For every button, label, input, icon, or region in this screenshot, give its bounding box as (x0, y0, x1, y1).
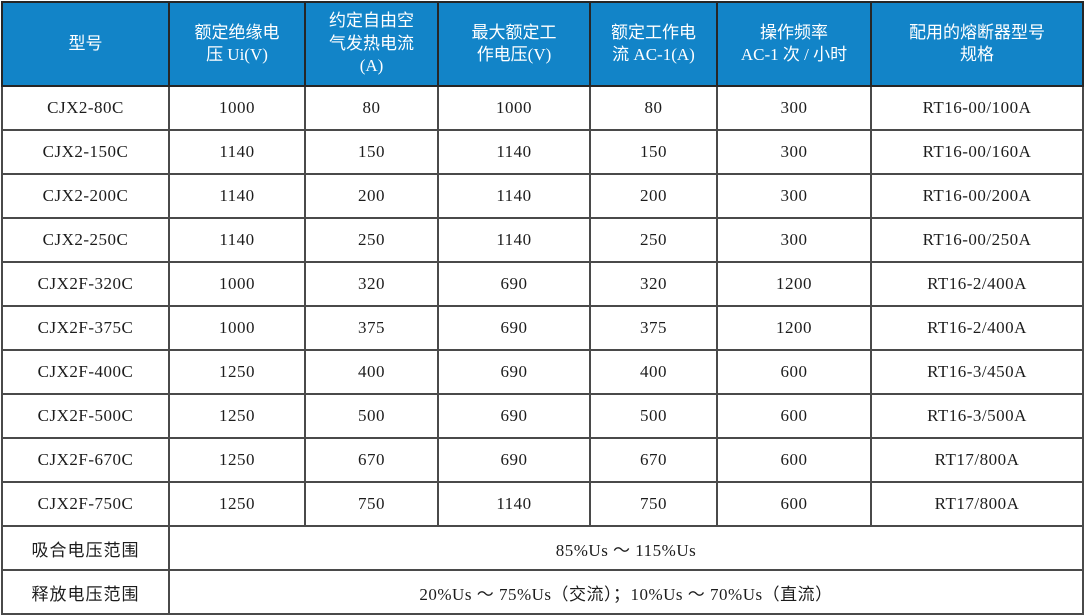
value-cell: 1140 (437, 129, 591, 175)
column-header-6: 配用的熔断器型号 规格 (870, 1, 1084, 87)
value-cell: 150 (589, 129, 718, 175)
table-row: CJX2F-670C 1250 670 690 670 600 RT17/800A (1, 437, 1084, 483)
model-cell: CJX2-150C (1, 129, 170, 175)
column-header-4: 额定工作电 流 AC-1(A) (589, 1, 718, 87)
model-cell: CJX2F-670C (1, 437, 170, 483)
table-row: CJX2F-400C 1250 400 690 400 600 RT16-3/450A (1, 349, 1084, 395)
model-cell: CJX2F-320C (1, 261, 170, 307)
value-cell: 500 (589, 393, 718, 439)
value-cell: 670 (304, 437, 439, 483)
value-cell: 80 (304, 85, 439, 131)
table-row: CJX2F-375C 1000 375 690 375 1200 RT16-2/400A (1, 305, 1084, 351)
value-cell: RT17/800A (870, 481, 1084, 527)
value-cell: 320 (589, 261, 718, 307)
value-cell: RT16-2/400A (870, 261, 1084, 307)
value-cell: 1000 (168, 261, 306, 307)
footer-row: 释放电压范围 20%Us ～ 75%Us（交流）；10%Us ～ 70%Us（直流… (1, 569, 1084, 615)
model-cell: CJX2F-500C (1, 393, 170, 439)
model-cell: CJX2-80C (1, 85, 170, 131)
column-header-3: 最大额定工 作电压(V) (437, 1, 591, 87)
value-cell: 1000 (168, 305, 306, 351)
value-cell: 1140 (168, 217, 306, 263)
header-row: 型号 额定绝缘电 压 Ui(V) 约定自由空 气发热电流 (A) 最大额定工 作电压(… (1, 1, 1084, 87)
value-cell: 150 (304, 129, 439, 175)
value-cell: 600 (716, 349, 872, 395)
value-cell: RT16-00/160A (870, 129, 1084, 175)
value-cell: 1140 (437, 173, 591, 219)
value-cell: 1140 (168, 129, 306, 175)
value-cell: 600 (716, 437, 872, 483)
value-cell: 1000 (168, 85, 306, 131)
value-cell: 750 (304, 481, 439, 527)
value-cell: 600 (716, 393, 872, 439)
table-row: CJX2-200C 1140 200 1140 200 300 RT16-00/200A (1, 173, 1084, 219)
model-cell: CJX2-250C (1, 217, 170, 263)
value-cell: 1250 (168, 437, 306, 483)
value-cell: 1250 (168, 349, 306, 395)
value-cell: 200 (589, 173, 718, 219)
value-cell: 300 (716, 173, 872, 219)
column-header-0: 型号 (1, 1, 170, 87)
value-cell: 400 (304, 349, 439, 395)
value-cell: 690 (437, 261, 591, 307)
value-cell: 300 (716, 85, 872, 131)
value-cell: 80 (589, 85, 718, 131)
value-cell: 1250 (168, 393, 306, 439)
model-cell: CJX2F-750C (1, 481, 170, 527)
merged-value-cell: 85%Us ～ 115%Us (168, 525, 1084, 571)
model-cell: CJX2-200C (1, 173, 170, 219)
value-cell: 690 (437, 393, 591, 439)
value-cell: 1140 (437, 481, 591, 527)
value-cell: 600 (716, 481, 872, 527)
model-cell: CJX2F-375C (1, 305, 170, 351)
value-cell: RT16-00/200A (870, 173, 1084, 219)
value-cell: 250 (304, 217, 439, 263)
value-cell: RT16-00/100A (870, 85, 1084, 131)
value-cell: 400 (589, 349, 718, 395)
value-cell: 300 (716, 217, 872, 263)
value-cell: RT16-3/500A (870, 393, 1084, 439)
value-cell: 500 (304, 393, 439, 439)
value-cell: 1140 (437, 217, 591, 263)
value-cell: RT16-3/450A (870, 349, 1084, 395)
footer-row: 吸合电压范围 85%Us ～ 115%Us (1, 525, 1084, 571)
value-cell: 1200 (716, 261, 872, 307)
value-cell: 375 (589, 305, 718, 351)
table-row: CJX2F-320C 1000 320 690 320 1200 RT16-2/400A (1, 261, 1084, 307)
value-cell: 670 (589, 437, 718, 483)
table-row: CJX2-150C 1140 150 1140 150 300 RT16-00/160A (1, 129, 1084, 175)
value-cell: 1250 (168, 481, 306, 527)
value-cell: 250 (589, 217, 718, 263)
value-cell: 320 (304, 261, 439, 307)
row-label: 吸合电压范围 (1, 525, 170, 571)
value-cell: RT16-00/250A (870, 217, 1084, 263)
table-row: CJX2-80C 1000 80 1000 80 300 RT16-00/100A (1, 85, 1084, 131)
value-cell: 1200 (716, 305, 872, 351)
value-cell: 300 (716, 129, 872, 175)
column-header-1: 额定绝缘电 压 Ui(V) (168, 1, 306, 87)
model-cell: CJX2F-400C (1, 349, 170, 395)
table-row: CJX2F-750C 1250 750 1140 750 600 RT17/800A (1, 481, 1084, 527)
column-header-5: 操作频率 AC-1 次 / 小时 (716, 1, 872, 87)
row-label: 释放电压范围 (1, 569, 170, 615)
value-cell: RT16-2/400A (870, 305, 1084, 351)
value-cell: 690 (437, 305, 591, 351)
value-cell: 690 (437, 349, 591, 395)
table-row: CJX2-250C 1140 250 1140 250 300 RT16-00/250A (1, 217, 1084, 263)
value-cell: 200 (304, 173, 439, 219)
value-cell: 375 (304, 305, 439, 351)
table-row: CJX2F-500C 1250 500 690 500 600 RT16-3/500A (1, 393, 1084, 439)
value-cell: 690 (437, 437, 591, 483)
merged-value-cell: 20%Us ～ 75%Us（交流）；10%Us ～ 70%Us（直流） (168, 569, 1084, 615)
column-header-2: 约定自由空 气发热电流 (A) (304, 1, 439, 87)
value-cell: RT17/800A (870, 437, 1084, 483)
value-cell: 1000 (437, 85, 591, 131)
value-cell: 1140 (168, 173, 306, 219)
value-cell: 750 (589, 481, 718, 527)
